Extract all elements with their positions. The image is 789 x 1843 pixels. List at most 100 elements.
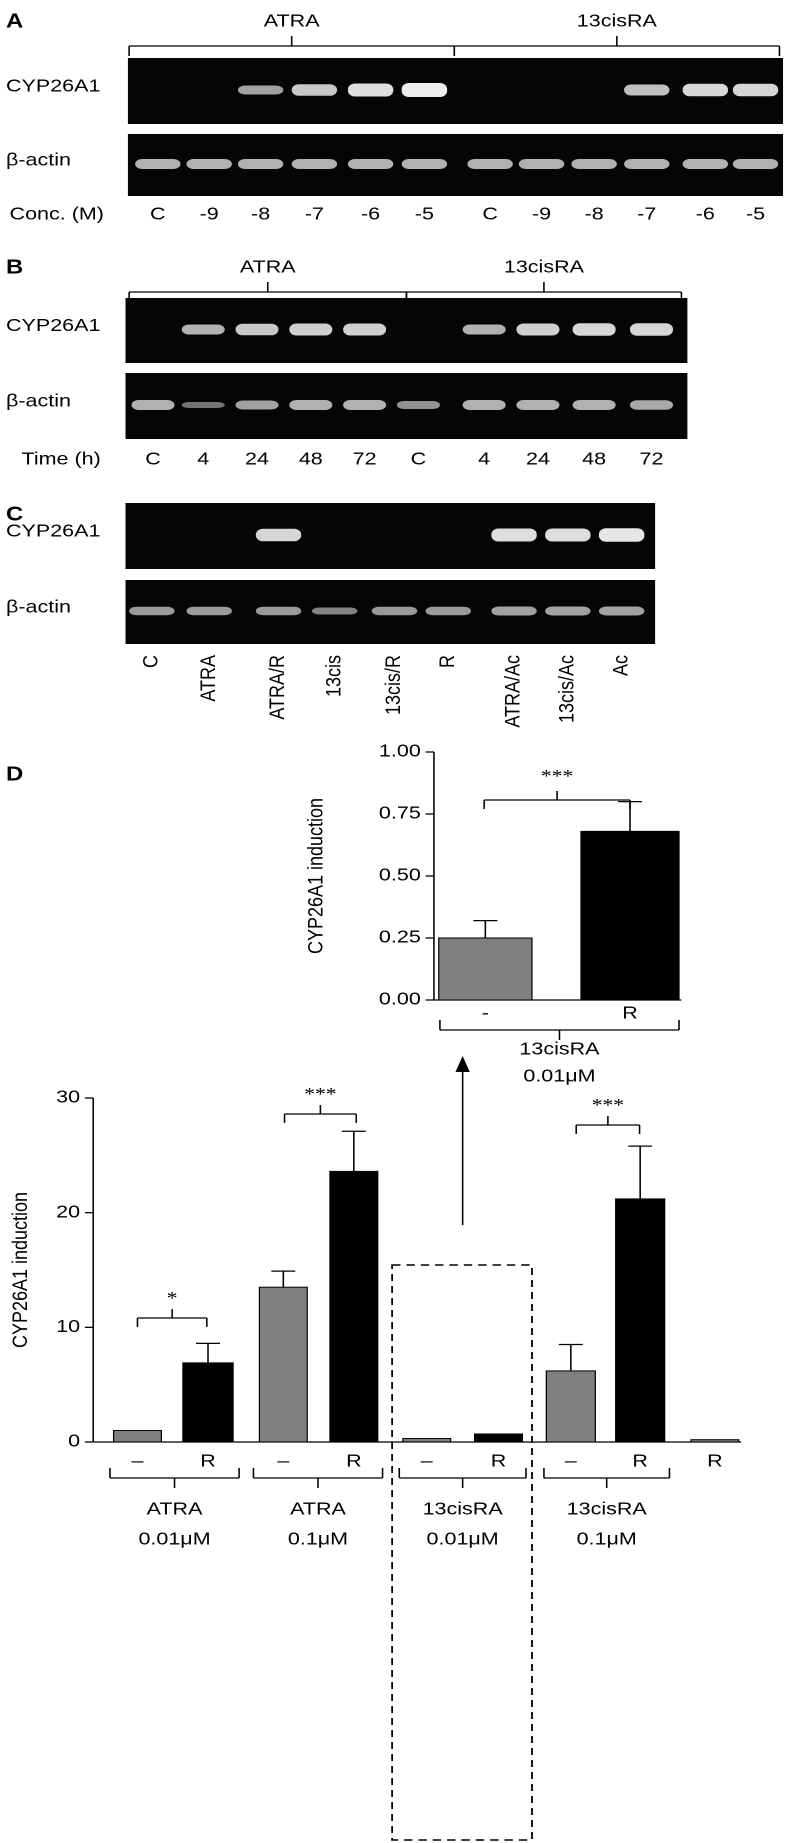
x-tick-label: R bbox=[622, 1003, 638, 1023]
bar bbox=[329, 1170, 379, 1443]
bar bbox=[545, 1370, 596, 1443]
band bbox=[598, 606, 645, 616]
lane-label: -7 bbox=[305, 204, 324, 224]
lane-label: C bbox=[411, 449, 427, 469]
group-label: ATRA bbox=[290, 1499, 347, 1519]
bar bbox=[473, 1433, 524, 1443]
lane-label: C bbox=[482, 204, 498, 224]
group-dose: 0.1μM bbox=[577, 1529, 637, 1549]
y-axis-label: CYP26A1 induction bbox=[9, 1192, 33, 1348]
x-tick-label: R bbox=[707, 1451, 723, 1471]
y-tick-label: 10 bbox=[56, 1317, 80, 1337]
lane-label: -6 bbox=[696, 204, 715, 224]
band bbox=[131, 400, 175, 410]
lane-label: C bbox=[145, 449, 161, 469]
band bbox=[572, 400, 616, 410]
lane-label: 13cis/Ac bbox=[555, 655, 579, 723]
band bbox=[624, 159, 670, 169]
lane-label: -8 bbox=[585, 204, 604, 224]
band bbox=[401, 159, 448, 169]
group-dose: 0.01μM bbox=[138, 1529, 210, 1549]
group-label: ATRA bbox=[264, 11, 321, 31]
lane-label: C bbox=[150, 204, 166, 224]
group-label: 13cisRA bbox=[567, 1499, 648, 1519]
band bbox=[491, 528, 537, 542]
lane-label: 13cis bbox=[322, 655, 346, 697]
lane-label: -8 bbox=[251, 204, 270, 224]
arrow-head bbox=[455, 1056, 470, 1072]
bar bbox=[112, 1430, 162, 1443]
band bbox=[572, 323, 616, 336]
lane-label: C bbox=[139, 655, 163, 668]
bar bbox=[258, 1286, 308, 1443]
bar bbox=[615, 1198, 666, 1443]
band bbox=[347, 159, 394, 169]
panel-label: B bbox=[6, 255, 23, 278]
band bbox=[682, 83, 729, 97]
lane-label: ATRA/R bbox=[266, 655, 290, 720]
group-label: ATRA bbox=[240, 257, 297, 277]
y-axis-label: CYP26A1 induction bbox=[304, 798, 328, 954]
gel bbox=[127, 58, 784, 124]
band bbox=[462, 324, 506, 335]
band bbox=[630, 400, 674, 410]
lane-label: -6 bbox=[361, 204, 380, 224]
band bbox=[181, 324, 225, 335]
significance: *** bbox=[541, 767, 573, 787]
band bbox=[401, 83, 448, 97]
lane-label: 13cis/R bbox=[382, 655, 406, 715]
lane-label: -9 bbox=[200, 204, 219, 224]
group-label: 13cisRA bbox=[423, 1499, 504, 1519]
group-label: 13cisRA bbox=[504, 257, 585, 277]
band bbox=[624, 84, 670, 96]
lane-label: 4 bbox=[197, 449, 209, 469]
lane-label: 24 bbox=[245, 449, 269, 469]
lane-label: ATRA bbox=[196, 654, 220, 701]
row-label: β-actin bbox=[6, 391, 71, 411]
band bbox=[186, 159, 232, 169]
band bbox=[425, 606, 472, 616]
group-dose: 0.01μM bbox=[523, 1066, 595, 1086]
lane-label: -9 bbox=[532, 204, 551, 224]
lane-label: R bbox=[436, 655, 460, 668]
group-label: 13cisRA bbox=[519, 1039, 600, 1059]
band bbox=[237, 159, 284, 169]
y-tick-label: 0.00 bbox=[379, 989, 421, 1009]
band bbox=[491, 606, 537, 616]
group-label: ATRA bbox=[147, 1499, 204, 1519]
band bbox=[545, 606, 591, 616]
band bbox=[371, 606, 418, 616]
bar bbox=[580, 830, 680, 1001]
lane-label: 4 bbox=[478, 449, 490, 469]
lane-axis-label: Conc. (M) bbox=[10, 204, 104, 224]
y-tick-label: 1.00 bbox=[379, 741, 421, 761]
lane-label: -5 bbox=[746, 204, 765, 224]
panel-label: A bbox=[6, 9, 23, 32]
bar bbox=[690, 1439, 740, 1443]
x-tick-label: – bbox=[277, 1451, 290, 1471]
y-tick-label: 0.75 bbox=[379, 803, 421, 823]
band bbox=[343, 323, 387, 336]
y-tick-label: 0.50 bbox=[379, 865, 421, 885]
band bbox=[732, 159, 779, 169]
band bbox=[289, 400, 333, 410]
band bbox=[343, 400, 387, 410]
row-label: β-actin bbox=[6, 597, 71, 617]
significance: *** bbox=[592, 1096, 624, 1116]
bar bbox=[182, 1362, 234, 1443]
band bbox=[732, 83, 779, 97]
lane-label: 48 bbox=[582, 449, 606, 469]
x-tick-label: – bbox=[131, 1451, 144, 1471]
group-dose: 0.1μM bbox=[288, 1529, 348, 1549]
row-label: CYP26A1 bbox=[6, 521, 100, 541]
lane-label: -7 bbox=[637, 204, 656, 224]
band bbox=[682, 159, 729, 169]
row-label: β-actin bbox=[6, 150, 71, 170]
lane-label: 24 bbox=[526, 449, 550, 469]
band bbox=[291, 159, 338, 169]
x-tick-label: R bbox=[491, 1451, 507, 1471]
y-tick-label: 0.25 bbox=[379, 927, 421, 947]
band bbox=[312, 607, 358, 615]
band bbox=[235, 400, 279, 410]
